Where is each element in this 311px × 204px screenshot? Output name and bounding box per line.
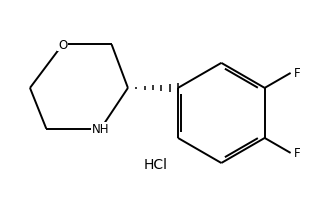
Text: NH: NH <box>92 123 109 135</box>
Text: F: F <box>294 67 300 80</box>
Text: HCl: HCl <box>143 157 168 171</box>
Text: O: O <box>58 39 67 52</box>
Text: F: F <box>294 147 300 160</box>
